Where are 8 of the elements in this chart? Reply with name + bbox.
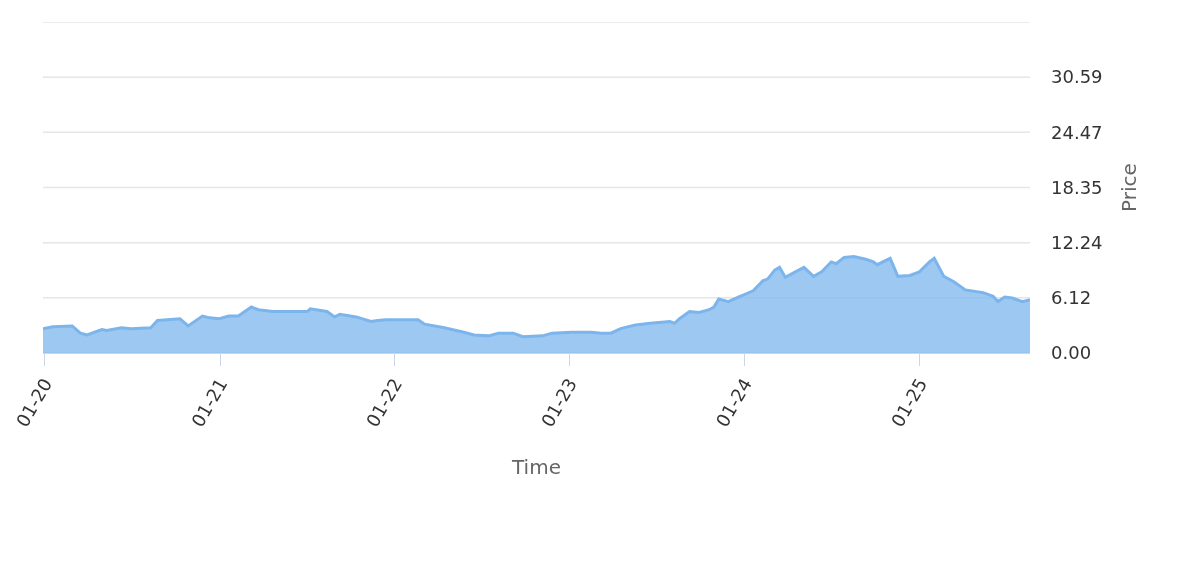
y-tick-label: 18.35 [1051, 176, 1103, 198]
y-tick-label: 24.47 [1051, 121, 1103, 143]
y-tick-label: 12.24 [1051, 231, 1103, 253]
x-axis-title: Time [511, 454, 561, 479]
y-tick-label: 30.59 [1051, 66, 1103, 88]
y-axis-title: Price [1117, 163, 1142, 212]
y-tick-label: 0.00 [1051, 342, 1092, 364]
y-tick-label: 6.12 [1051, 287, 1092, 309]
